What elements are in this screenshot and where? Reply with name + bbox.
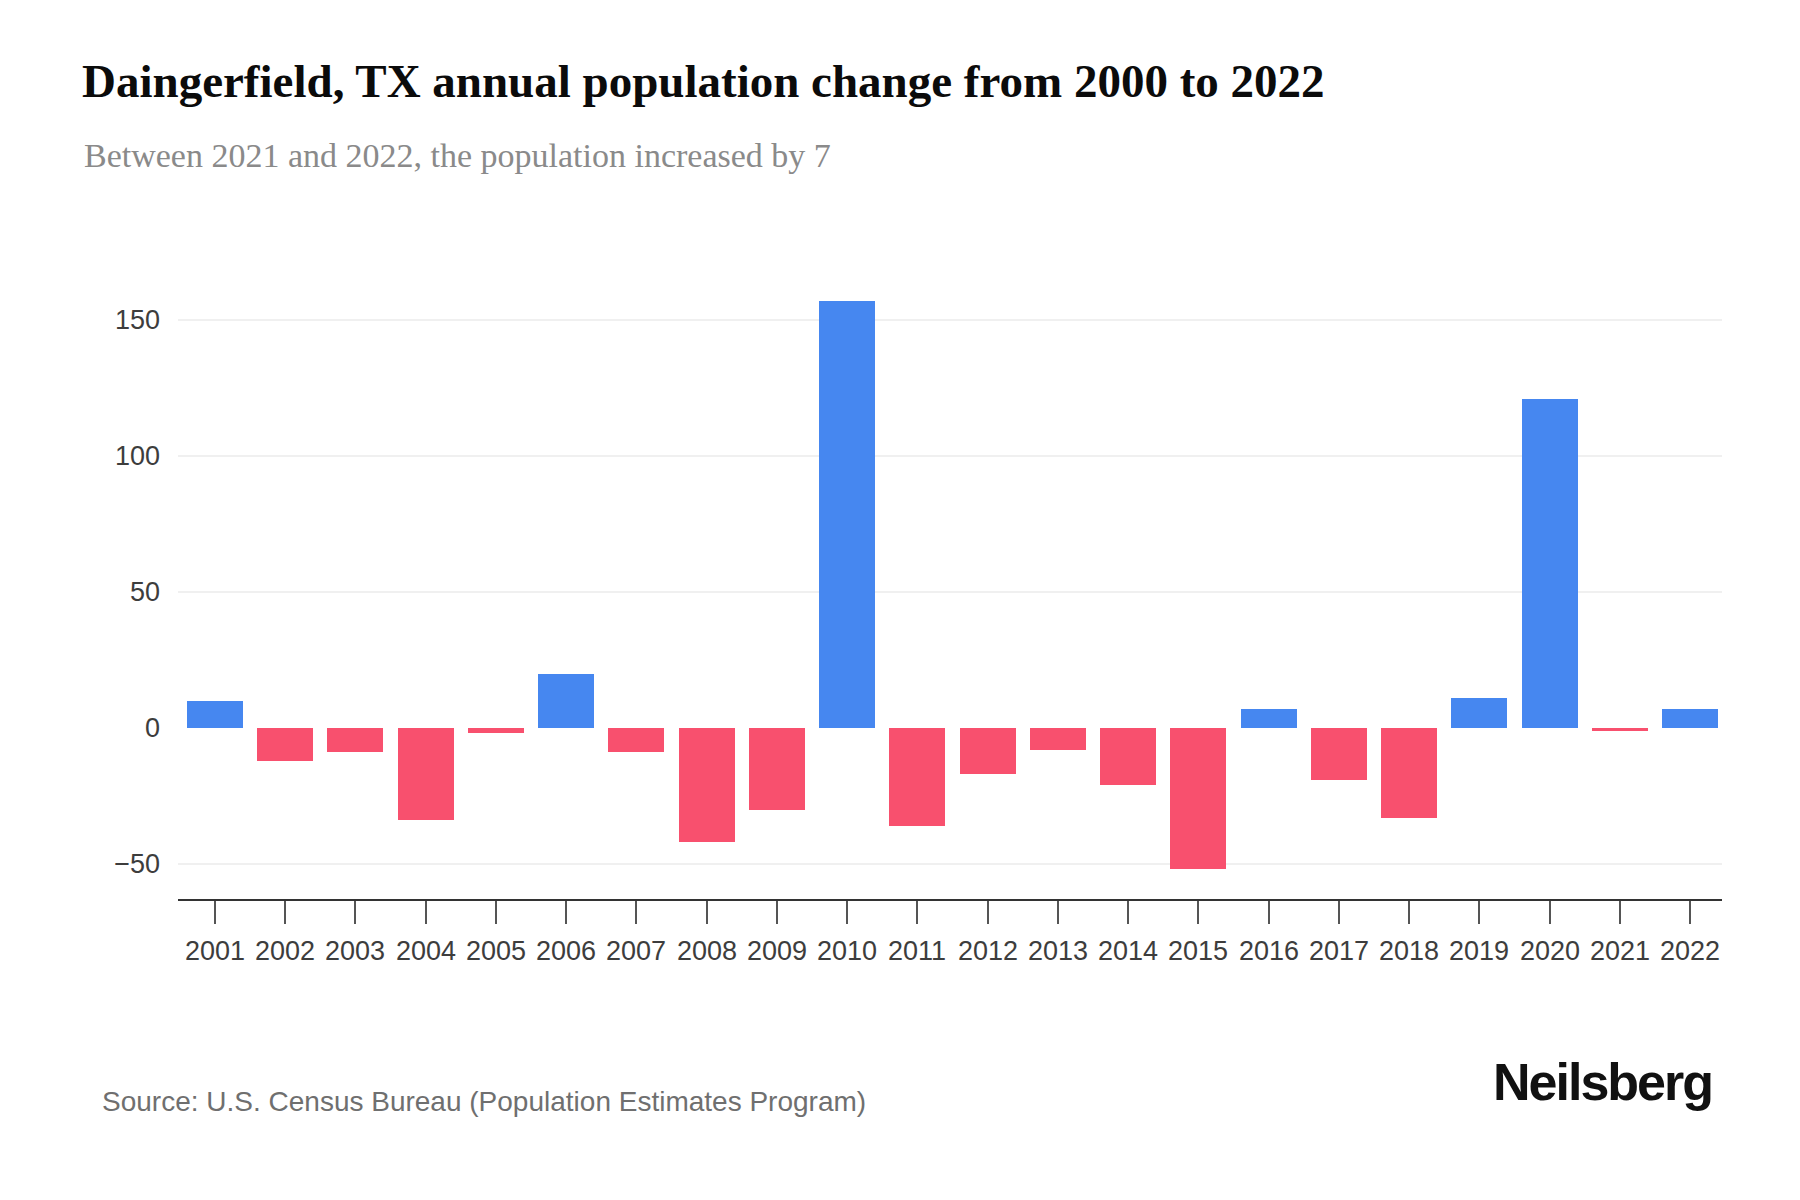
bar-2001[interactable] [187, 701, 243, 728]
y-axis-label-0: 0 [70, 713, 160, 743]
x-tick-2015 [1197, 901, 1199, 924]
bar-2011[interactable] [889, 728, 945, 826]
y-axis-label--50: −50 [70, 849, 160, 879]
x-tick-2012 [987, 901, 989, 924]
bar-2018[interactable] [1381, 728, 1437, 818]
bar-2012[interactable] [960, 728, 1016, 774]
y-axis-label-50: 50 [70, 577, 160, 607]
x-tick-2007 [635, 901, 637, 924]
bar-chart-plot-area: 150100500−502001200220032004200520062007… [0, 0, 1800, 1200]
x-tick-2011 [916, 901, 918, 924]
source-attribution: Source: U.S. Census Bureau (Population E… [102, 1086, 866, 1118]
neilsberg-logo: Neilsberg [1493, 1052, 1712, 1112]
x-tick-2008 [706, 901, 708, 924]
x-tick-2014 [1127, 901, 1129, 924]
bar-2013[interactable] [1030, 728, 1086, 750]
bar-2016[interactable] [1241, 709, 1297, 728]
bar-2019[interactable] [1451, 698, 1507, 728]
bar-2002[interactable] [257, 728, 313, 761]
y-axis-label-150: 150 [70, 305, 160, 335]
bar-2007[interactable] [608, 728, 664, 752]
x-tick-2016 [1268, 901, 1270, 924]
x-tick-2018 [1408, 901, 1410, 924]
gridline--50 [178, 863, 1722, 865]
gridline-150 [178, 319, 1722, 321]
y-axis-label-100: 100 [70, 441, 160, 471]
x-tick-2001 [214, 901, 216, 924]
x-tick-2021 [1619, 901, 1621, 924]
bar-2020[interactable] [1522, 399, 1578, 728]
x-tick-2004 [425, 901, 427, 924]
x-tick-2019 [1478, 901, 1480, 924]
bar-2010[interactable] [819, 301, 875, 728]
x-axis-line [178, 899, 1722, 901]
x-tick-2020 [1549, 901, 1551, 924]
bar-2003[interactable] [327, 728, 383, 752]
x-tick-2006 [565, 901, 567, 924]
bar-2017[interactable] [1311, 728, 1367, 780]
bar-2014[interactable] [1100, 728, 1156, 785]
x-tick-2002 [284, 901, 286, 924]
bar-2021[interactable] [1592, 728, 1648, 731]
bar-2005[interactable] [468, 728, 524, 733]
x-tick-2003 [354, 901, 356, 924]
chart-card: Daingerfield, TX annual population chang… [0, 0, 1800, 1200]
x-tick-2017 [1338, 901, 1340, 924]
x-tick-2010 [846, 901, 848, 924]
x-tick-2022 [1689, 901, 1691, 924]
x-axis-label-2022: 2022 [1645, 936, 1735, 966]
bar-2008[interactable] [679, 728, 735, 842]
gridline-100 [178, 455, 1722, 457]
bar-2006[interactable] [538, 674, 594, 728]
x-tick-2013 [1057, 901, 1059, 924]
x-tick-2009 [776, 901, 778, 924]
bar-2004[interactable] [398, 728, 454, 820]
gridline-50 [178, 591, 1722, 593]
bar-2015[interactable] [1170, 728, 1226, 869]
bar-2022[interactable] [1662, 709, 1718, 728]
x-tick-2005 [495, 901, 497, 924]
bar-2009[interactable] [749, 728, 805, 810]
